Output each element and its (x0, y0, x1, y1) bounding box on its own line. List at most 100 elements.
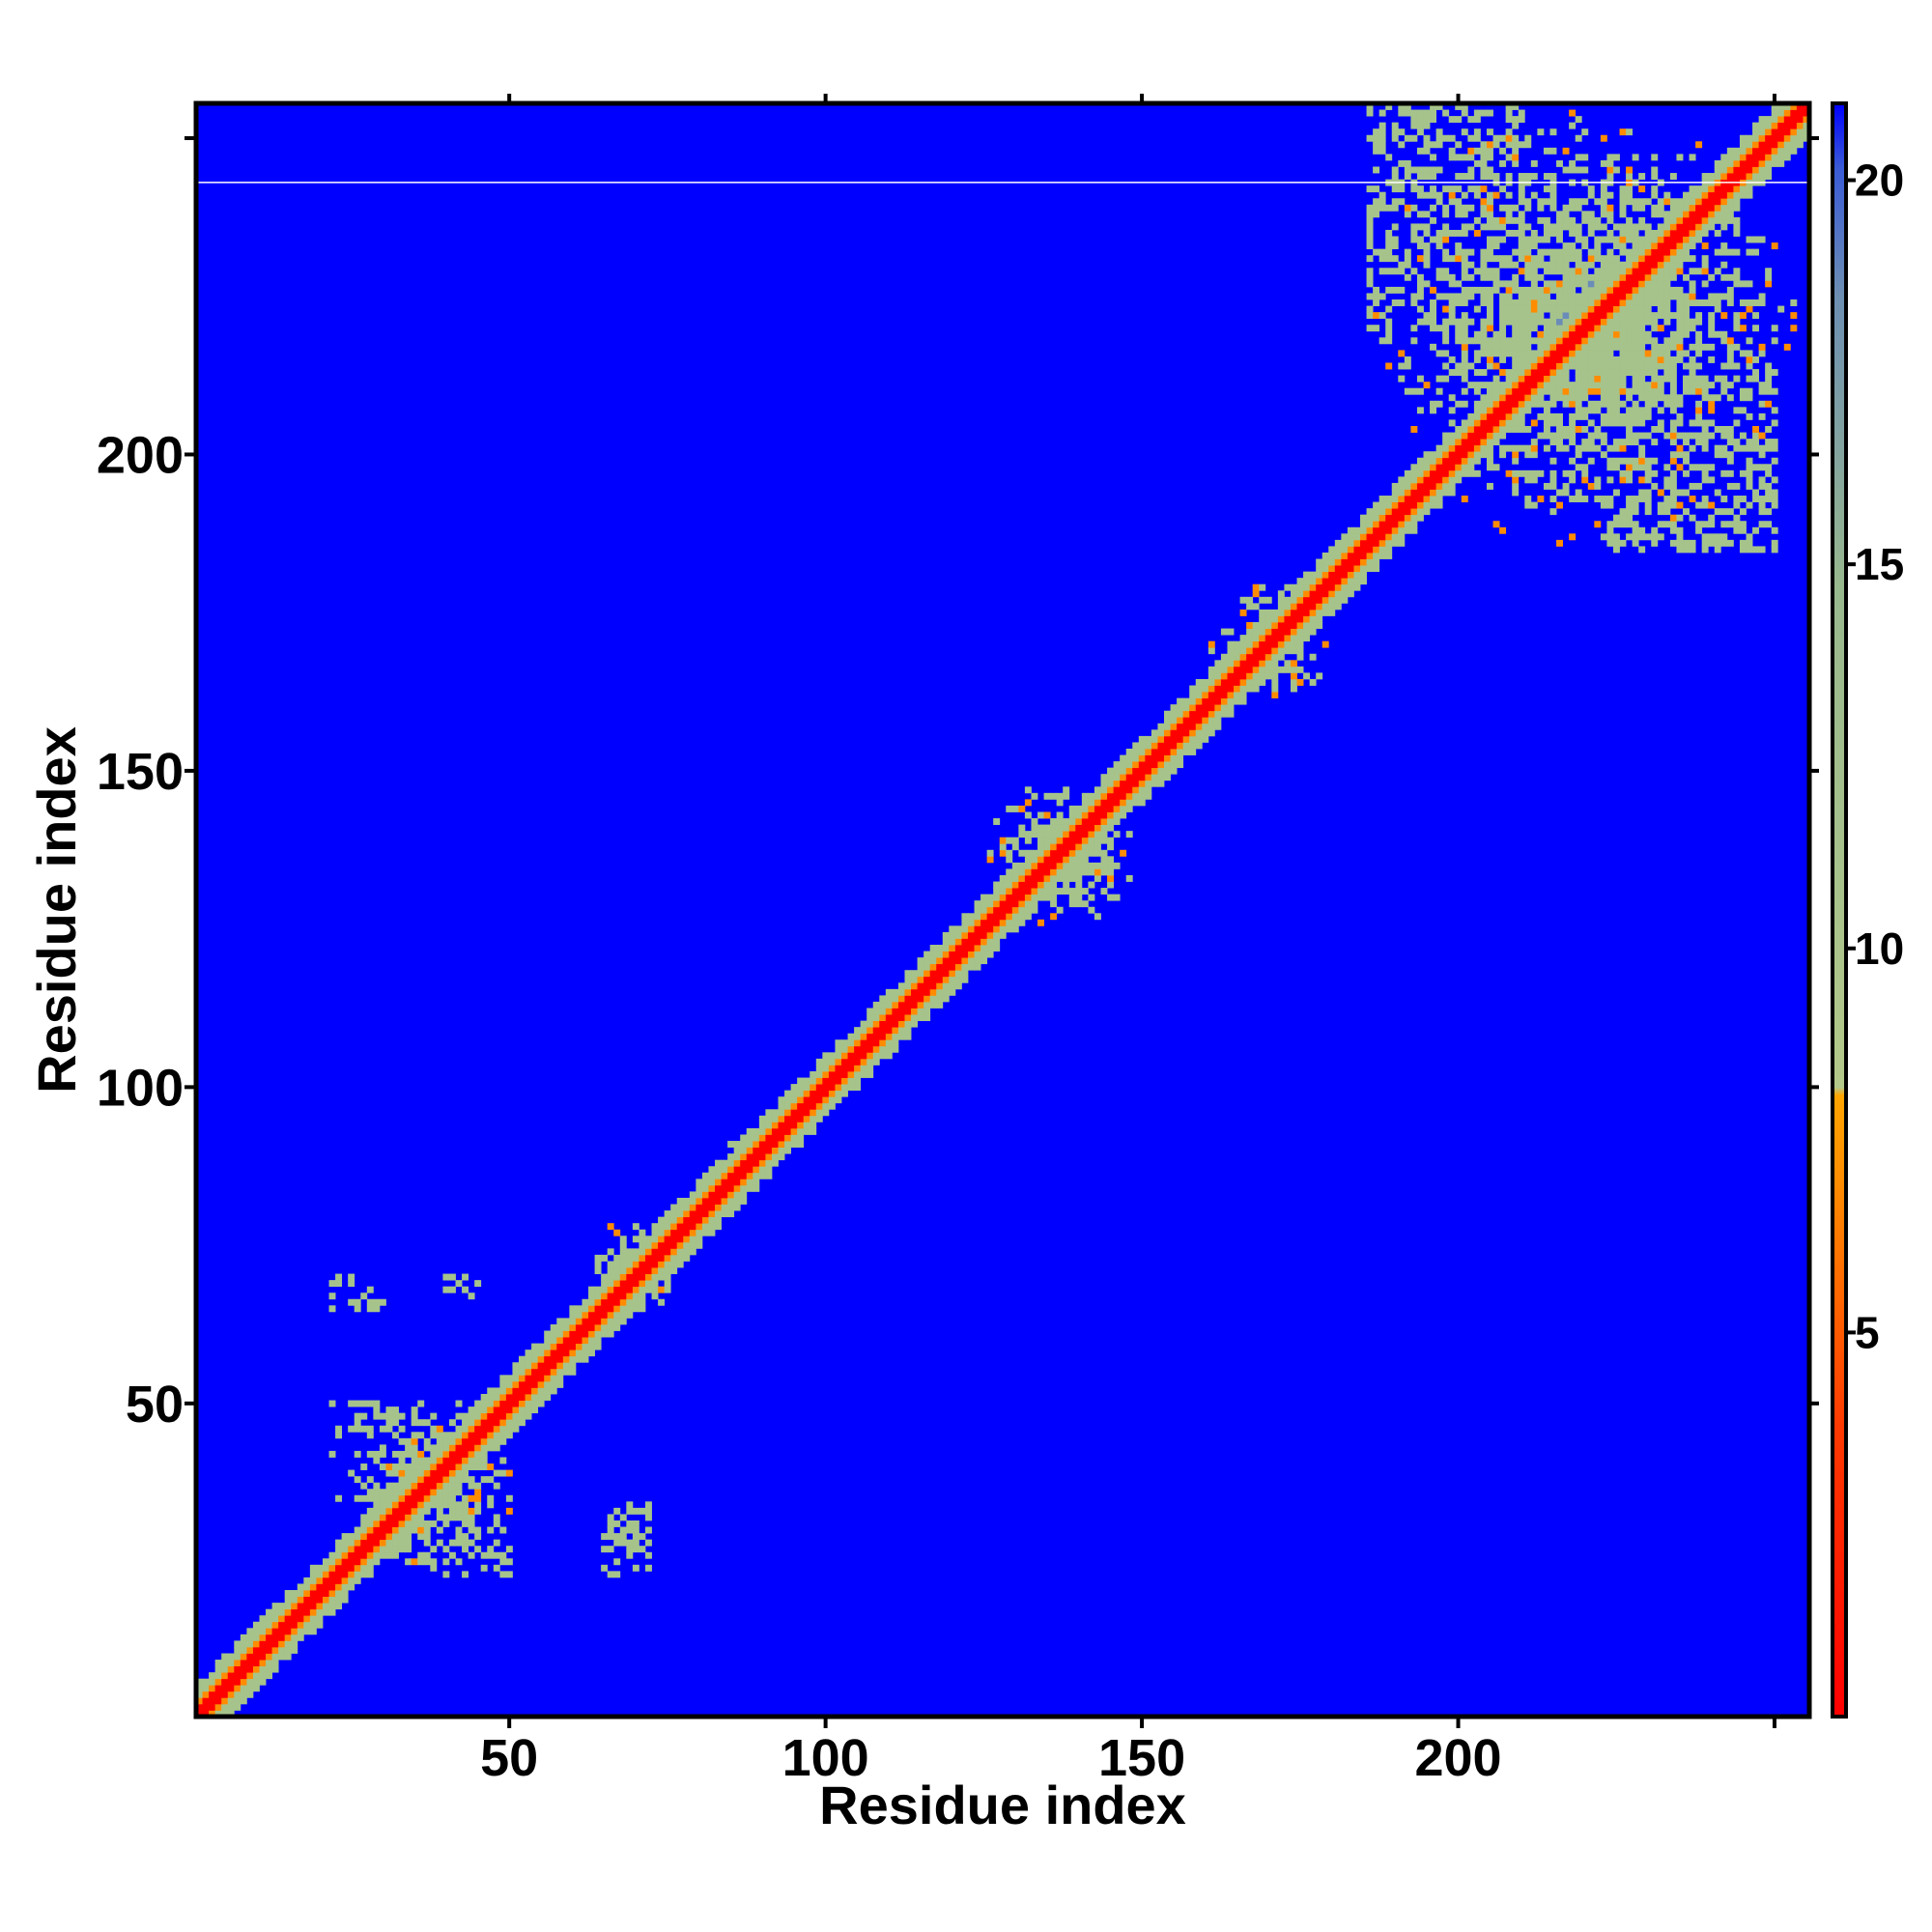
heatmap-cell (474, 1450, 482, 1458)
heatmap-cell (1177, 761, 1184, 769)
heatmap-cell (1549, 305, 1557, 313)
heatmap-cell (335, 1273, 343, 1281)
heatmap-cell (1202, 723, 1209, 730)
heatmap-cell (1113, 818, 1121, 825)
heatmap-cell (1290, 685, 1297, 693)
heatmap-cell (1056, 906, 1064, 914)
heatmap-cell (575, 1337, 582, 1345)
heatmap-cell (442, 1571, 450, 1578)
heatmap-cell (1512, 382, 1520, 389)
heatmap-cell (1398, 521, 1406, 528)
heatmap-cell (1612, 325, 1620, 332)
heatmap-cell (1435, 451, 1443, 459)
heatmap-cell (911, 982, 918, 990)
heatmap-cell (462, 1520, 469, 1527)
heatmap-cell (872, 1039, 880, 1047)
heatmap-cell (1480, 147, 1488, 155)
heatmap-cell (1752, 496, 1760, 502)
heatmap-cell (1385, 242, 1393, 250)
heatmap-cell (1562, 343, 1570, 351)
heatmap-cell (1303, 672, 1311, 680)
heatmap-cell (1701, 261, 1709, 269)
heatmap-cell (1549, 469, 1557, 477)
heatmap-cell (335, 1551, 343, 1559)
heatmap-cell (202, 1685, 210, 1692)
heatmap-cell (1398, 489, 1406, 497)
heatmap-cell (1505, 141, 1513, 149)
heatmap-cell (1378, 539, 1386, 547)
heatmap-cell (291, 1634, 298, 1641)
heatmap-cell (721, 1179, 728, 1186)
heatmap-cell (626, 1551, 634, 1559)
heatmap-cell (1606, 325, 1614, 332)
heatmap-cell (1492, 521, 1500, 528)
heatmap-cell (860, 1039, 867, 1047)
heatmap-cell (954, 951, 962, 958)
heatmap-cell (1644, 337, 1652, 345)
heatmap-cell (1562, 444, 1570, 452)
heatmap-cell (727, 1159, 735, 1167)
heatmap-cell (493, 1406, 500, 1414)
heatmap-cell (632, 1520, 639, 1527)
heatmap-cell (664, 1241, 671, 1249)
heatmap-cell (1543, 375, 1550, 383)
heatmap-cell (1277, 640, 1285, 648)
heatmap-cell (1442, 469, 1450, 477)
heatmap-cell (1537, 293, 1545, 300)
heatmap-cell (1499, 387, 1507, 395)
heatmap-cell (1714, 229, 1721, 237)
heatmap-cell (1056, 824, 1064, 832)
heatmap-cell (1587, 350, 1595, 357)
heatmap-cell (1246, 678, 1254, 686)
heatmap-cell (942, 970, 950, 978)
heatmap-cell (505, 1419, 513, 1427)
heatmap-cell (335, 1494, 343, 1502)
heatmap-cell (487, 1551, 495, 1559)
heatmap-cell (487, 1501, 495, 1509)
heatmap-cell (1195, 697, 1203, 705)
heatmap-cell (1467, 147, 1475, 155)
heatmap-cell (1562, 312, 1570, 320)
heatmap-cell (1657, 248, 1664, 256)
heatmap-cell (252, 1665, 260, 1673)
heatmap-cell (639, 1229, 646, 1236)
heatmap-cell (854, 1039, 862, 1047)
heatmap-cell (1632, 223, 1639, 231)
heatmap-cell (1214, 717, 1222, 724)
heatmap-cell (1448, 198, 1456, 206)
heatmap-cell (758, 1134, 766, 1142)
heatmap-cell (1423, 382, 1431, 389)
heatmap-cell (1714, 299, 1721, 306)
heatmap-cell (1107, 837, 1115, 844)
heatmap-cell (544, 1380, 552, 1388)
heatmap-cell (1657, 293, 1664, 300)
heatmap-cell (1416, 305, 1424, 313)
heatmap-cell (1448, 280, 1456, 288)
heatmap-cell (1746, 412, 1753, 420)
heatmap-cell (1347, 546, 1354, 554)
heatmap-cell (1271, 653, 1279, 661)
heatmap-cell (1031, 900, 1038, 908)
heatmap-cell (455, 1514, 463, 1521)
heatmap-cell (1632, 496, 1639, 502)
heatmap-cell (582, 1311, 589, 1319)
heatmap-cell (1581, 211, 1589, 218)
heatmap-cell (1543, 362, 1550, 370)
heatmap-cell (1416, 223, 1424, 231)
heatmap-cell (348, 1469, 355, 1477)
heatmap-cell (632, 1507, 639, 1515)
heatmap-cell (601, 1254, 609, 1262)
heatmap-cell (1638, 451, 1646, 459)
heatmap-cell (1208, 672, 1215, 680)
heatmap-cell (392, 1469, 399, 1477)
heatmap-cell (259, 1628, 267, 1635)
heatmap-cell (1714, 330, 1721, 338)
heatmap-cell (1612, 154, 1620, 161)
heatmap-cell (278, 1646, 286, 1654)
heatmap-cell (1676, 293, 1684, 300)
heatmap-cell (480, 1463, 488, 1470)
heatmap-cell (1562, 299, 1570, 306)
heatmap-cell (1790, 312, 1798, 320)
heatmap-cell (1530, 299, 1538, 306)
heatmap-cell (1771, 444, 1778, 452)
